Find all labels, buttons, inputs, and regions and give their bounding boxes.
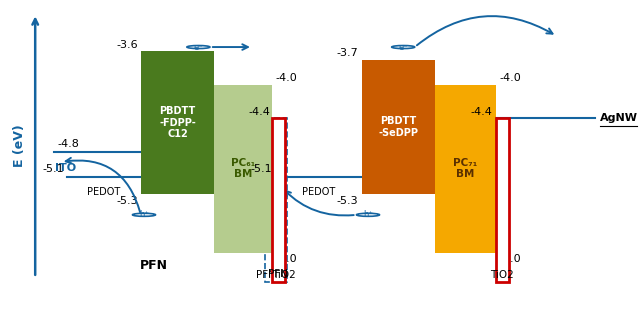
Text: -5.3: -5.3 — [116, 196, 138, 206]
Text: PEDOT: PEDOT — [302, 187, 335, 197]
Text: -6.0: -6.0 — [275, 254, 297, 264]
Text: PBDTT
-SeDPP: PBDTT -SeDPP — [378, 116, 419, 138]
Bar — [214, 85, 272, 253]
Text: -4.8: -4.8 — [58, 139, 79, 148]
Text: PBDTT
-FDPP-
C12: PBDTT -FDPP- C12 — [159, 106, 196, 139]
Text: TiO2: TiO2 — [490, 270, 515, 280]
Bar — [496, 118, 509, 282]
Text: -5.3: -5.3 — [337, 196, 358, 206]
Bar — [265, 118, 287, 282]
Text: -3.7: -3.7 — [337, 48, 358, 58]
Text: e⁻: e⁻ — [398, 42, 408, 51]
Text: PC₆₁
BM: PC₆₁ BM — [231, 158, 255, 179]
Text: PEDOT: PEDOT — [88, 187, 120, 197]
Text: ITO: ITO — [55, 163, 77, 173]
Text: PFN: PFN — [256, 270, 276, 280]
Text: AgNW: AgNW — [600, 113, 638, 123]
Text: PFN: PFN — [140, 259, 168, 272]
Text: -4.4: -4.4 — [471, 107, 493, 117]
Text: -5.1: -5.1 — [250, 164, 272, 174]
Text: E (eV): E (eV) — [13, 124, 26, 167]
Bar — [141, 51, 214, 194]
Bar — [435, 85, 496, 253]
Text: -3.6: -3.6 — [116, 40, 138, 50]
Text: -4.4: -4.4 — [248, 107, 270, 117]
Text: -5.1: -5.1 — [42, 164, 64, 174]
Text: e⁻: e⁻ — [193, 42, 204, 51]
Text: -4.0: -4.0 — [275, 73, 297, 83]
Text: h⁺: h⁺ — [139, 210, 149, 219]
Text: TiO2: TiO2 — [271, 270, 296, 280]
Text: h⁺: h⁺ — [363, 210, 373, 219]
Bar — [272, 118, 285, 282]
Text: -6.0: -6.0 — [499, 254, 521, 264]
Text: PC₇₁
BM: PC₇₁ BM — [454, 158, 477, 179]
Text: -4.0: -4.0 — [499, 73, 521, 83]
Bar — [362, 60, 435, 194]
Text: PFN: PFN — [268, 268, 289, 279]
